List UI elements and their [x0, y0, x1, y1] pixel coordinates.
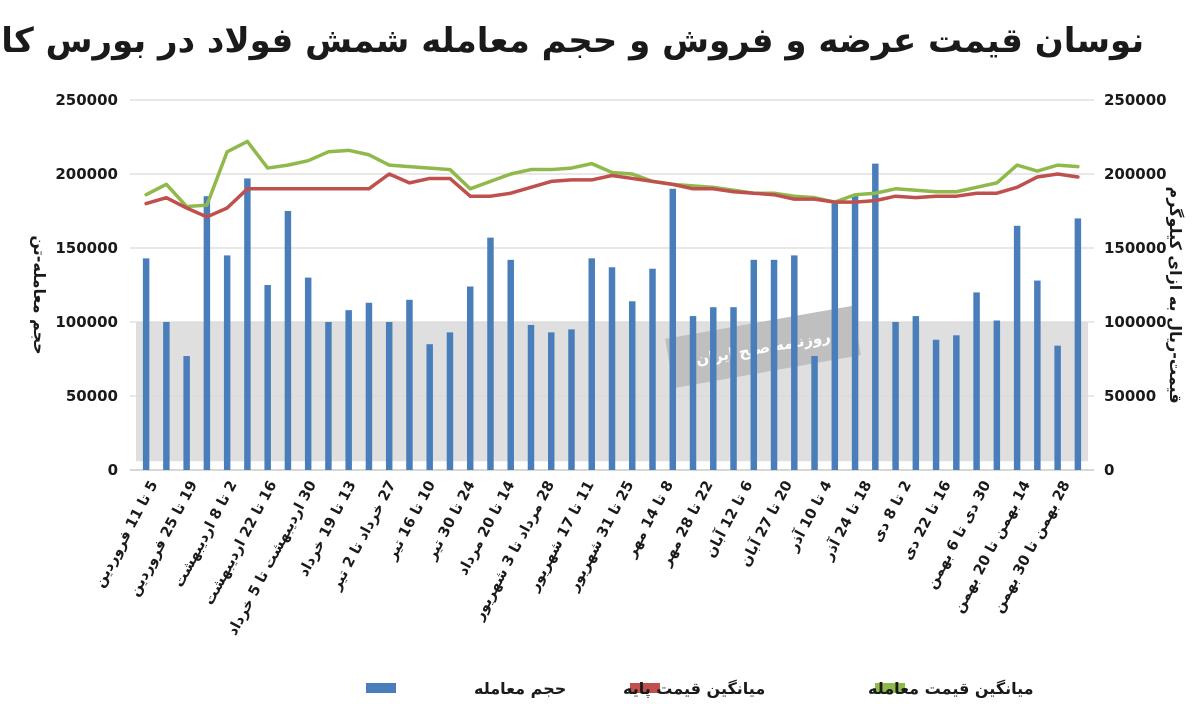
- y-tick-right: 150000: [1104, 239, 1167, 257]
- volume-bar: [527, 324, 535, 470]
- y-tick-right: 200000: [1104, 165, 1167, 183]
- volume-bar: [244, 178, 251, 470]
- y-tick-right: 0: [1104, 461, 1114, 479]
- volume-bar: [689, 316, 697, 470]
- volume-bar: [284, 211, 292, 470]
- volume-bar: [993, 320, 1001, 470]
- legend-swatch-volume: [366, 683, 396, 693]
- volume-bar: [487, 237, 494, 470]
- volume-bar: [264, 285, 271, 470]
- legend-label-base-price: میانگین قیمت پایه: [623, 679, 765, 699]
- volume-bar: [730, 307, 737, 470]
- y-tick-left: 100000: [55, 313, 118, 331]
- volume-bar: [770, 259, 778, 470]
- volume-bar: [466, 286, 474, 470]
- volume-bar: [325, 322, 332, 470]
- volume-bar: [304, 277, 312, 470]
- x-category-label: 28 بهمن تا 30 بهمن: [991, 478, 1074, 615]
- volume-bar: [345, 310, 352, 470]
- x-category-label: 14 بهمن تا 20 بهمن: [951, 478, 1034, 615]
- volume-bar: [365, 302, 373, 470]
- legend-label-volume: حجم معامله: [474, 679, 566, 698]
- volume-bar: [426, 344, 433, 470]
- volume-bar: [710, 307, 717, 470]
- legend-swatch-deal-price: [875, 683, 905, 693]
- volume-bar: [851, 196, 859, 470]
- volume-bar: [629, 301, 636, 470]
- volume-bar: [507, 259, 514, 470]
- y-axis-right-title: قیمت-ریال به ازای کیلوگرم: [1166, 186, 1185, 403]
- y-axis-left-ticks: 0 50000 100000 150000 200000 250000: [55, 91, 118, 479]
- x-category-label: 2 تا 8 دی: [869, 478, 915, 545]
- volume-bar: [1054, 345, 1061, 470]
- volume-bar: [163, 322, 170, 470]
- volume-bar: [892, 322, 899, 470]
- volume-bar: [791, 255, 798, 470]
- y-tick-left: 50000: [66, 387, 118, 405]
- volume-bar: [142, 258, 150, 470]
- legend-swatch-base-price: [630, 683, 660, 693]
- volume-bar: [750, 259, 758, 470]
- volume-bar: [547, 332, 555, 470]
- volume-bar: [588, 258, 595, 470]
- volume-bar: [831, 203, 839, 470]
- volume-bar: [649, 268, 656, 470]
- volume-bar: [1074, 218, 1082, 470]
- volume-bar: [446, 332, 454, 470]
- volume-bar: [872, 163, 879, 470]
- volume-bar: [406, 299, 413, 470]
- volume-bar: [608, 267, 616, 470]
- y-tick-right: 250000: [1104, 91, 1167, 109]
- y-tick-left: 200000: [55, 165, 118, 183]
- chart-title: نوسان قیمت عرضه و فروش و حجم معامله شمش …: [0, 21, 1144, 61]
- volume-bar: [932, 339, 940, 470]
- x-category-label: 16 تا 22 اردیبهشت: [201, 478, 280, 608]
- volume-bar: [912, 316, 920, 470]
- volume-bar: [568, 329, 575, 470]
- volume-bar: [223, 255, 231, 470]
- volume-bar: [1013, 225, 1021, 470]
- volume-bar: [385, 322, 393, 470]
- base-price-line: [144, 172, 1080, 219]
- volume-bar: [203, 196, 211, 470]
- price-lines: [144, 139, 1080, 219]
- y-tick-right: 50000: [1104, 387, 1156, 405]
- volume-bar: [1034, 280, 1041, 470]
- y-tick-right: 100000: [1104, 313, 1167, 331]
- legend: میانگین قیمت معامله میانگین قیمت پایه حج…: [366, 679, 1034, 699]
- volume-bar: [953, 335, 960, 470]
- volume-bar: [183, 356, 190, 470]
- volume-bar: [669, 188, 677, 471]
- y-axis-right-ticks: 0 50000 100000 150000 200000 250000: [1104, 91, 1167, 479]
- legend-label-deal-price: میانگین قیمت معامله: [868, 679, 1034, 698]
- deal-price-line: [144, 139, 1080, 209]
- y-tick-left: 0: [108, 461, 118, 479]
- y-tick-left: 250000: [55, 91, 118, 109]
- volume-bar: [811, 356, 818, 470]
- volume-bar: [973, 292, 980, 470]
- y-axis-left-title: حجم معامله-تن: [30, 235, 49, 354]
- y-tick-left: 150000: [55, 239, 118, 257]
- volume-bars: [142, 163, 1082, 471]
